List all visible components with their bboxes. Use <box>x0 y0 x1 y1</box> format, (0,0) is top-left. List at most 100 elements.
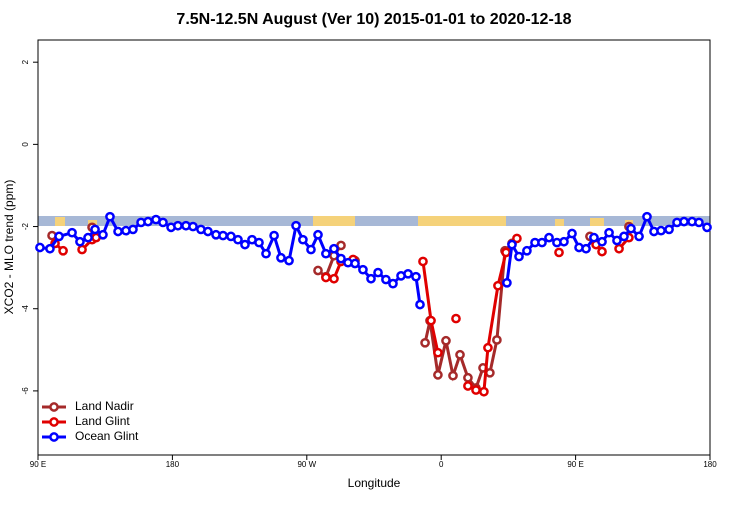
point <box>45 243 55 254</box>
point <box>366 273 376 284</box>
point <box>321 272 331 283</box>
point <box>433 347 443 358</box>
point <box>455 349 465 360</box>
point <box>604 227 614 238</box>
point <box>336 253 346 264</box>
point <box>501 247 511 258</box>
y-tick-label: 2 <box>21 59 30 64</box>
point <box>502 277 512 288</box>
point <box>493 280 503 291</box>
point <box>67 227 77 238</box>
point <box>479 386 489 397</box>
point <box>298 234 308 245</box>
y-axis-label: XCO2 - MLO trend (ppm) <box>2 180 16 315</box>
point <box>612 235 622 246</box>
point <box>284 255 294 266</box>
point <box>313 229 323 240</box>
point <box>105 211 115 222</box>
point <box>83 232 93 243</box>
point <box>203 226 213 237</box>
point <box>381 274 391 285</box>
point <box>143 216 153 227</box>
point <box>329 243 339 254</box>
point <box>77 244 87 255</box>
point <box>358 264 368 275</box>
point <box>626 223 636 234</box>
x-tick-label: 90 W <box>297 460 316 469</box>
point <box>554 247 564 258</box>
point <box>254 237 264 248</box>
x-tick-label: 180 <box>166 460 180 469</box>
point <box>291 220 301 231</box>
y-tick-label: -6 <box>21 387 30 395</box>
x-tick-label: 0 <box>439 460 444 469</box>
point <box>483 342 493 353</box>
x-tick-label: 90 E <box>30 460 46 469</box>
x-tick-label: 90 E <box>567 460 583 469</box>
point <box>403 268 413 279</box>
point <box>597 236 607 247</box>
point <box>679 216 689 227</box>
point <box>597 246 607 257</box>
point <box>441 335 451 346</box>
x-axis-label: Longitude <box>348 476 401 490</box>
point <box>261 248 271 259</box>
y-tick-label: -2 <box>21 222 30 230</box>
point <box>614 243 624 254</box>
point <box>507 239 517 250</box>
point <box>158 217 168 228</box>
point <box>514 251 524 262</box>
legend-label: Ocean Glint <box>75 429 139 443</box>
point <box>702 222 712 233</box>
point <box>492 335 502 345</box>
legend-marker <box>49 402 59 412</box>
point <box>656 225 666 236</box>
point <box>276 252 286 263</box>
point <box>218 230 228 241</box>
point <box>642 211 652 222</box>
point <box>463 372 473 383</box>
point <box>54 231 64 242</box>
x-tick-label: 180 <box>703 460 717 469</box>
point <box>451 313 461 324</box>
point <box>664 224 674 235</box>
point <box>128 224 138 235</box>
point <box>113 226 123 237</box>
point <box>694 217 704 228</box>
point <box>589 232 599 243</box>
point <box>522 245 532 256</box>
point <box>463 381 473 391</box>
point <box>388 278 398 289</box>
point <box>329 273 339 284</box>
chart-title: 7.5N-12.5N August (Ver 10) 2015-01-01 to… <box>176 11 571 28</box>
point <box>98 229 108 240</box>
point <box>75 236 85 247</box>
point <box>559 236 569 247</box>
legend-marker <box>49 417 59 427</box>
point <box>544 232 554 243</box>
point <box>321 248 331 259</box>
point <box>634 231 644 242</box>
y-tick-label: 0 <box>21 142 30 147</box>
point <box>233 234 243 245</box>
point <box>471 385 481 395</box>
point <box>35 242 45 253</box>
point <box>448 370 458 381</box>
point <box>415 299 425 310</box>
point <box>581 243 591 254</box>
point <box>418 256 428 267</box>
point <box>173 220 183 231</box>
point <box>306 244 316 255</box>
point <box>619 231 629 242</box>
point <box>426 315 436 326</box>
point <box>420 337 430 348</box>
point <box>240 239 250 250</box>
point <box>512 233 522 244</box>
point <box>350 258 360 269</box>
point <box>90 224 100 235</box>
y-tick-label: -4 <box>21 305 30 313</box>
legend-label: Land Glint <box>75 414 130 428</box>
plot-frame <box>37 39 711 456</box>
point <box>433 370 443 380</box>
